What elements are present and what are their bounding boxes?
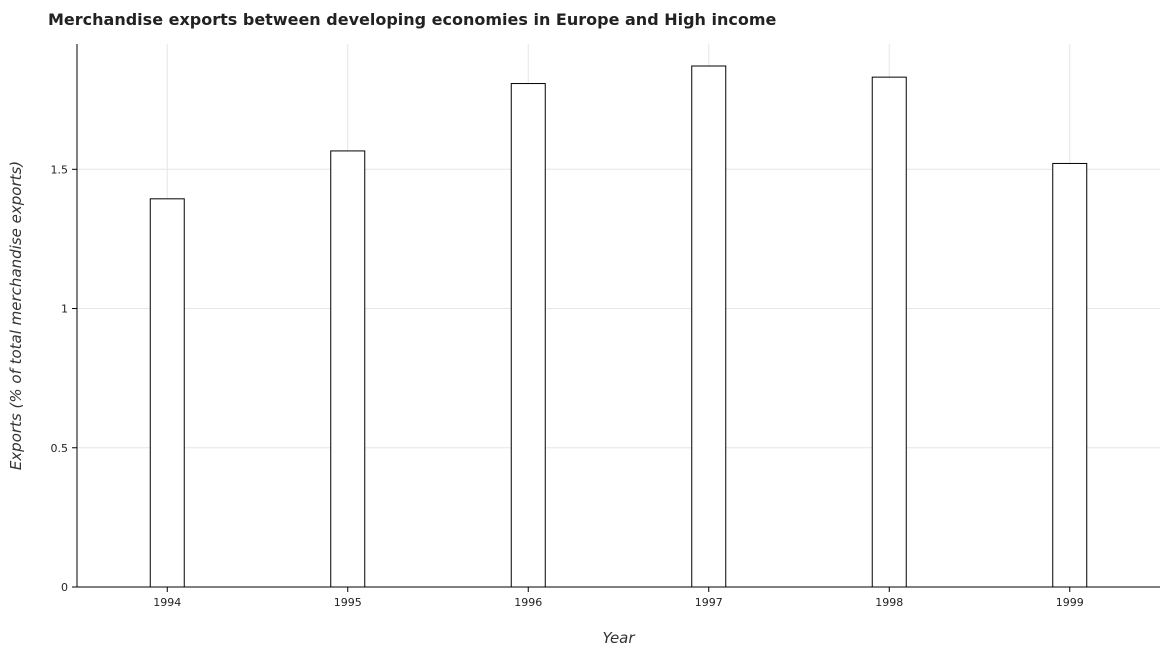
x-tick-label: 1994 [153, 596, 181, 609]
x-tick-label: 1996 [514, 596, 542, 609]
grid-layer [77, 44, 1160, 588]
y-axis-title: Exports (% of total merchandise exports) [7, 161, 25, 470]
y-tick-label: 0 [61, 581, 68, 594]
chart-title: Merchandise exports between developing e… [48, 10, 777, 29]
x-axis-title: Year [602, 629, 635, 647]
x-tick-label: 1998 [875, 596, 903, 609]
x-tick-label: 1995 [334, 596, 362, 609]
bar-1999 [1052, 162, 1088, 588]
y-tick-label: 0.5 [51, 442, 69, 455]
labels-layer: 0 0.5 1 1.5 1994 1995 1996 1997 1998 1999 Year Expo… [7, 161, 1084, 647]
y-tick-label: 1 [61, 303, 68, 316]
x-tick-label: 1999 [1056, 596, 1084, 609]
bar-1998 [871, 76, 907, 588]
x-tick-label: 1997 [695, 596, 723, 609]
bar-1995 [330, 150, 366, 588]
bar-1997 [691, 65, 727, 588]
bar-1994 [149, 198, 185, 588]
bars-layer [149, 65, 1088, 588]
y-tick-label: 1.5 [51, 163, 69, 176]
bar-1996 [510, 83, 546, 588]
axes-layer [72, 44, 1160, 592]
